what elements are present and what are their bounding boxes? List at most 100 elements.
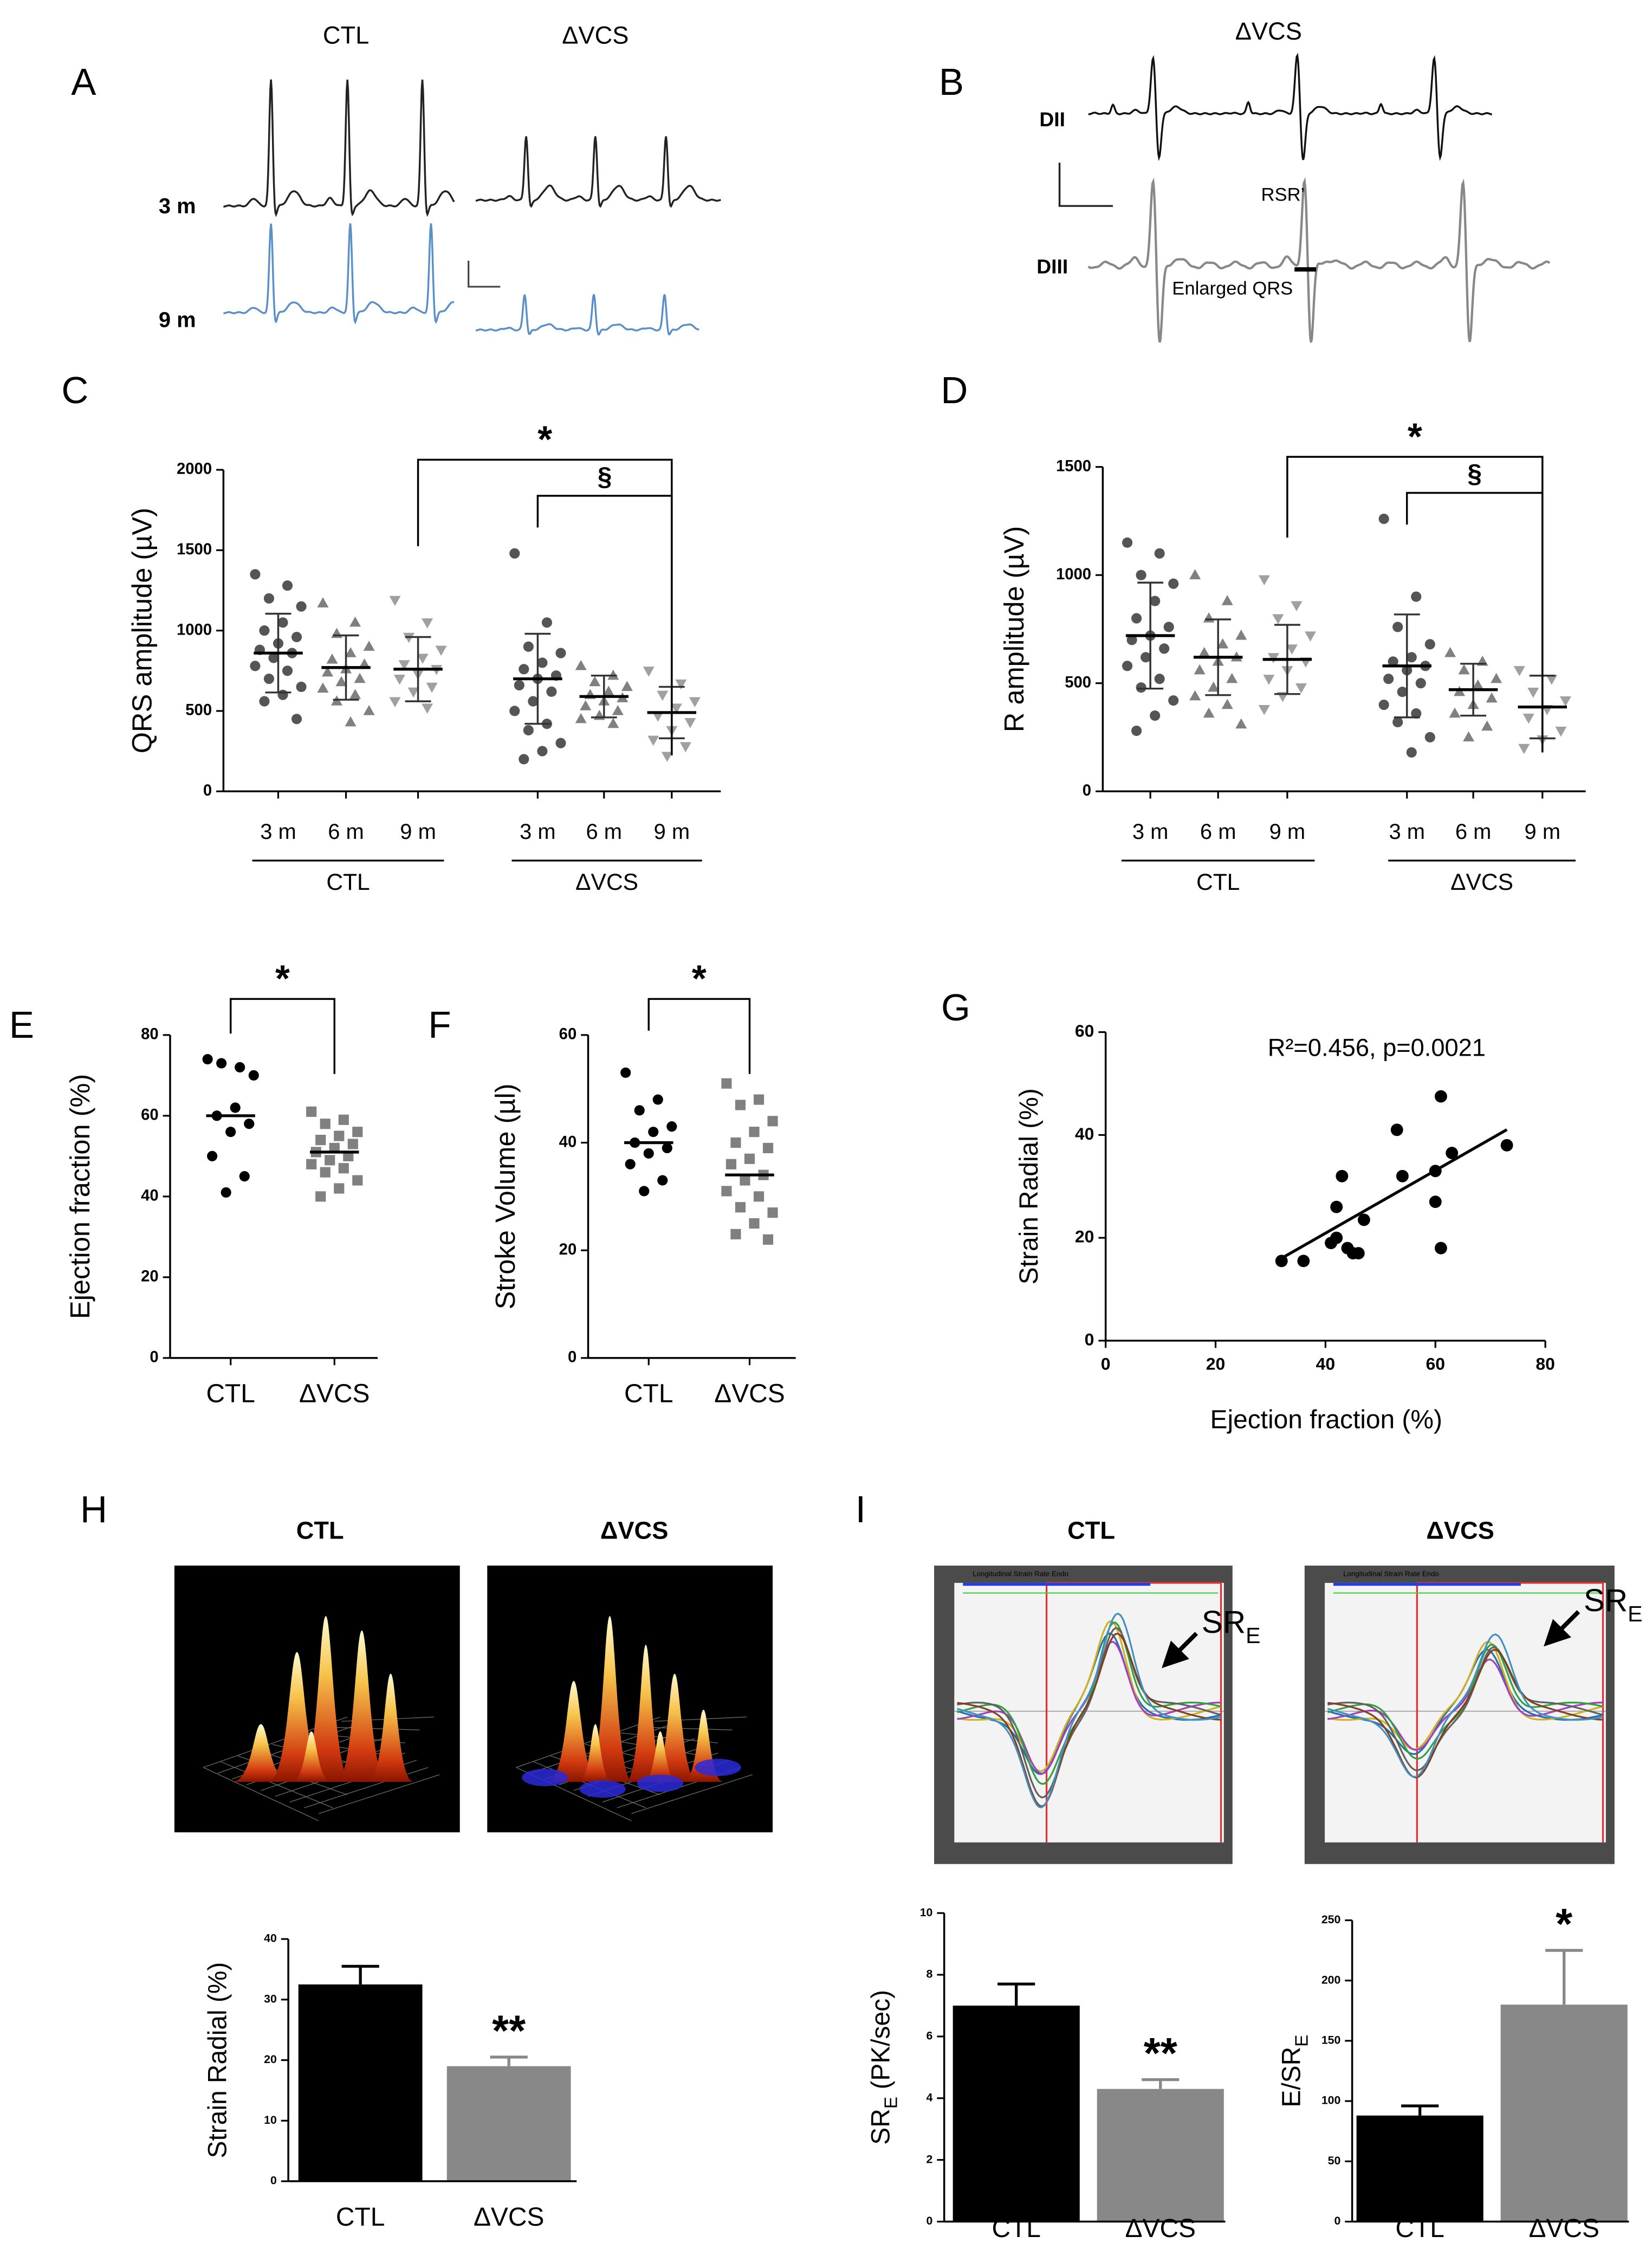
significance-bracket (229, 998, 335, 1074)
y-tick-label: 0 (1083, 782, 1091, 799)
y-tick-label: 0 (568, 1349, 576, 1366)
data-point (1434, 1242, 1447, 1255)
data-point (282, 580, 293, 591)
data-point (730, 1229, 741, 1239)
data-point (296, 681, 307, 693)
x-tick-label: 0 (1101, 1354, 1111, 1374)
data-point (216, 1058, 227, 1069)
panel-label: B (939, 61, 964, 103)
data-point (291, 714, 302, 725)
data-point (263, 593, 275, 604)
data-point (317, 682, 329, 693)
data-point (321, 666, 334, 677)
data-point (389, 596, 401, 606)
data-point (541, 617, 552, 628)
data-point (621, 681, 633, 691)
data-point (519, 754, 529, 765)
data-point (1406, 652, 1417, 663)
data-point (1446, 1147, 1459, 1160)
x-tick-label: 40 (1316, 1354, 1336, 1374)
data-point (1555, 726, 1567, 737)
ecg-trace (223, 223, 455, 325)
data-point (263, 674, 275, 684)
scale-bar (1058, 163, 1113, 207)
column-title: CTL (323, 22, 369, 49)
y-axis-label-part: SR (866, 2109, 895, 2145)
y-tick-label: 20 (1075, 1227, 1094, 1246)
arrow (1162, 1632, 1198, 1669)
data-point (1304, 631, 1316, 642)
data-point (1297, 1255, 1310, 1268)
data-point (1217, 638, 1229, 649)
data-point (1406, 747, 1417, 758)
x-tick-label: 3 m (1132, 820, 1169, 844)
data-point (657, 690, 669, 701)
data-point (1198, 647, 1210, 657)
data-point (1286, 644, 1298, 655)
data-point (363, 704, 375, 715)
x-tick-label: 3 m (1389, 820, 1425, 844)
data-point (1330, 1231, 1343, 1244)
data-point (537, 657, 548, 668)
y-tick-label: 0 (203, 782, 212, 799)
data-point (648, 1127, 659, 1137)
y-tick-label: 6 (927, 2029, 933, 2042)
data-point (1221, 699, 1233, 709)
x-tick-label: 60 (1426, 1354, 1446, 1374)
x-axis-label: Ejection fraction (%) (1210, 1406, 1442, 1434)
data-point (1208, 681, 1220, 692)
data-point (1463, 731, 1475, 742)
x-tick-label: ΔVCS (1125, 2214, 1196, 2243)
x-tick-label: CTL (206, 1380, 255, 1408)
data-point (1392, 716, 1403, 728)
data-point (291, 631, 302, 643)
group-label: CTL (326, 869, 370, 895)
ecg-trace (1087, 177, 1551, 343)
significance-bracket (1286, 456, 1544, 753)
data-point (1194, 664, 1206, 675)
data-point (422, 618, 433, 629)
data-point (1424, 639, 1435, 650)
data-point (1272, 614, 1284, 625)
data-point (1168, 695, 1179, 706)
data-point (345, 716, 357, 727)
marker-label-part: SR (1202, 1605, 1246, 1640)
y-tick-label: 60 (1075, 1021, 1094, 1040)
y-axis-label-part: E/SR (1277, 2047, 1306, 2108)
strain-peak (291, 1731, 332, 1782)
data-point (725, 1159, 737, 1169)
data-point (1559, 696, 1571, 707)
data-point (1235, 629, 1247, 640)
data-point (762, 1142, 774, 1154)
image-title: Radial Strain (296, 1578, 338, 1586)
data-point (1378, 513, 1389, 524)
data-point (657, 1175, 668, 1186)
y-tick-label: 8 (927, 1968, 933, 1981)
data-point (519, 664, 529, 675)
data-point (320, 1119, 331, 1129)
strain-peak (548, 1680, 600, 1782)
data-point (721, 1186, 732, 1197)
data-point (1357, 1213, 1370, 1226)
data-point (679, 742, 691, 753)
data-point (523, 641, 534, 652)
data-point (1122, 537, 1133, 548)
data-point (335, 676, 347, 687)
x-tick-label: ΔVCS (1528, 2214, 1599, 2243)
data-point (326, 653, 338, 664)
y-tick-label: 0 (1085, 1329, 1094, 1349)
ecg-trace (475, 294, 699, 336)
data-point (207, 1150, 218, 1161)
data-point (652, 1094, 663, 1105)
strain-peak (625, 1645, 666, 1782)
grid-line (304, 1767, 429, 1808)
y-tick-label: 40 (1075, 1124, 1094, 1143)
data-point (1203, 612, 1215, 623)
data-point (1523, 713, 1534, 724)
data-point (1388, 656, 1398, 667)
significance-label: § (1467, 460, 1482, 488)
x-tick-label: 9 m (1525, 820, 1561, 844)
data-point (620, 1067, 631, 1078)
